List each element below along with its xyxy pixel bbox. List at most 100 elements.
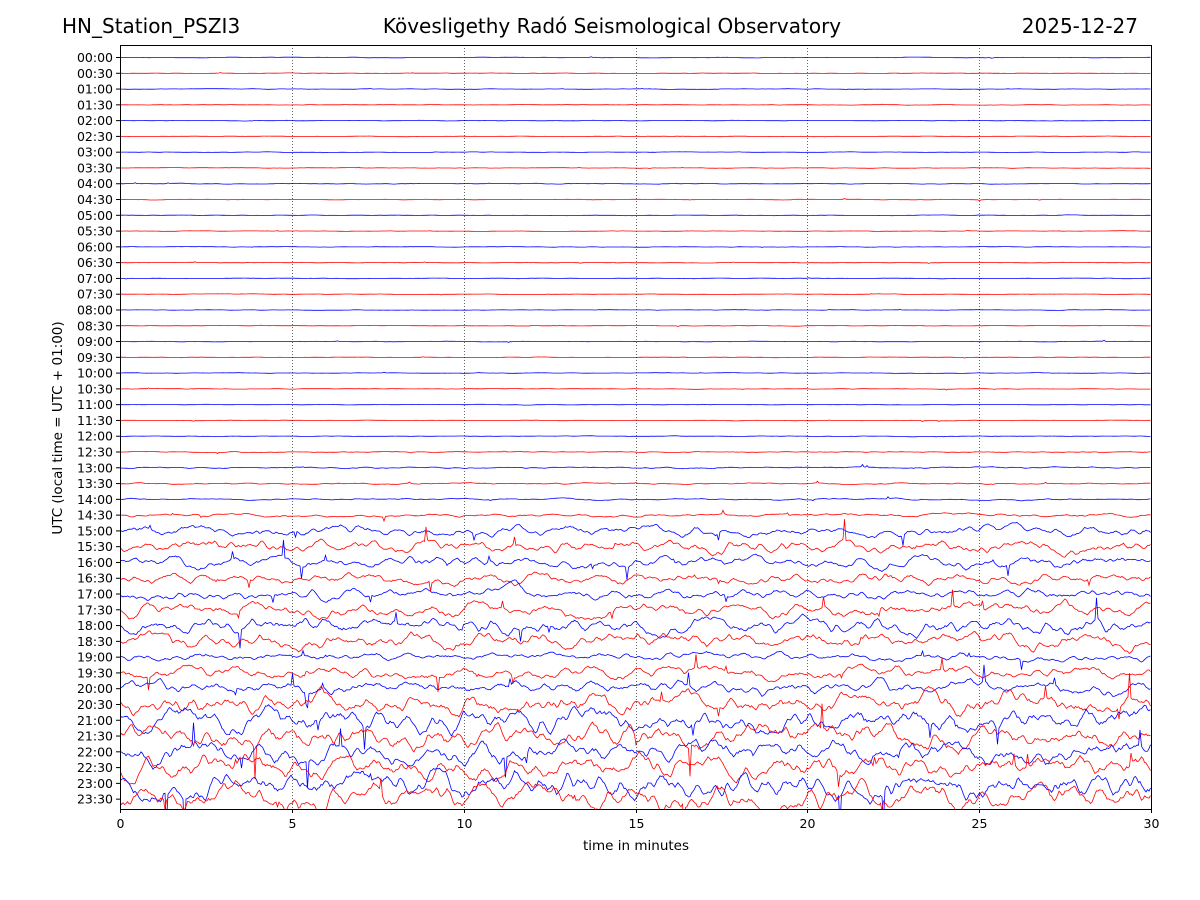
trace-1800: [120, 597, 1151, 649]
y-tick-label: 00:30: [77, 66, 113, 81]
trace-1400: [120, 496, 1151, 502]
trace-1030: [120, 387, 1151, 391]
y-tick-label: 22:30: [77, 760, 113, 775]
trace-0300: [120, 151, 1151, 154]
y-tick-label: 03:00: [77, 145, 113, 160]
y-tick-label: 23:00: [77, 776, 113, 791]
trace-0500: [120, 214, 1151, 217]
y-tick-label: 14:00: [77, 492, 113, 507]
trace-0600: [120, 245, 1151, 248]
y-tick-label: 22:00: [77, 744, 113, 759]
y-tick-label: 09:00: [77, 334, 113, 349]
y-tick-label: 20:30: [77, 697, 113, 712]
trace-0230: [120, 135, 1151, 138]
x-tick-label: 10: [457, 816, 473, 831]
trace-0730: [120, 293, 1151, 296]
y-tick-label: 16:00: [77, 555, 113, 570]
trace-1600: [120, 539, 1151, 580]
trace-2000: [120, 664, 1151, 709]
y-tick-label: 03:30: [77, 160, 113, 175]
y-tick-label: 15:00: [77, 523, 113, 538]
station-title: HN_Station_PSZI3: [62, 14, 241, 38]
y-tick-label: 18:30: [77, 634, 113, 649]
trace-1730: [120, 589, 1151, 621]
date-title: 2025-12-27: [1021, 14, 1138, 38]
y-tick-label: 19:00: [77, 650, 113, 665]
trace-1130: [120, 419, 1151, 422]
trace-1300: [120, 463, 1151, 470]
y-tick-label: 12:00: [77, 429, 113, 444]
trace-2230: [120, 750, 1151, 787]
y-axis-label: UTC (local time = UTC + 01:00): [50, 321, 66, 534]
trace-1200: [120, 435, 1151, 438]
y-tick-label: 21:30: [77, 729, 113, 744]
y-tick-label: 15:30: [77, 539, 113, 554]
y-tick-label: 13:00: [77, 460, 113, 475]
trace-0930: [120, 356, 1151, 359]
y-tick-label: 04:30: [77, 192, 113, 207]
trace-1000: [120, 371, 1151, 374]
trace-0630: [120, 261, 1151, 264]
y-tick-label: 17:00: [77, 587, 113, 602]
trace-0830: [120, 324, 1151, 327]
trace-2030: [120, 673, 1151, 720]
trace-0900: [120, 339, 1151, 343]
y-tick-label: 14:30: [77, 508, 113, 523]
x-tick-label: 30: [1144, 816, 1160, 831]
time-grid: [292, 45, 980, 809]
trace-2330: [120, 778, 1151, 809]
y-tick-label: 02:30: [77, 129, 113, 144]
y-tick-label: 08:30: [77, 318, 113, 333]
x-tick-label: 25: [972, 816, 988, 831]
trace-2300: [120, 767, 1151, 809]
x-tick-label: 20: [800, 816, 816, 831]
y-tick-label: 06:00: [77, 239, 113, 254]
trace-1630: [120, 571, 1151, 592]
y-tick-label: 21:00: [77, 713, 113, 728]
trace-0400: [120, 182, 1151, 185]
trace-1830: [120, 630, 1151, 655]
observatory-title: Kövesligethy Radó Seismological Observat…: [382, 14, 842, 38]
y-tick-label: 17:30: [77, 602, 113, 617]
plot-frame: [120, 45, 1152, 810]
y-tick-label: 23:30: [77, 792, 113, 807]
trace-0530: [120, 229, 1151, 233]
trace-0430: [120, 198, 1151, 202]
y-axis-ticks: 00:0000:3001:0001:3002:0002:3003:0003:30…: [77, 50, 120, 807]
trace-0100: [120, 87, 1151, 91]
x-tick-label: 5: [289, 816, 297, 831]
y-tick-label: 11:00: [77, 397, 113, 412]
y-tick-label: 04:00: [77, 176, 113, 191]
trace-1430: [120, 509, 1151, 523]
y-tick-label: 12:30: [77, 445, 113, 460]
y-tick-label: 09:30: [77, 350, 113, 365]
trace-1530: [120, 519, 1151, 558]
y-tick-label: 07:00: [77, 271, 113, 286]
y-tick-label: 18:00: [77, 618, 113, 633]
trace-1230: [120, 450, 1151, 454]
trace-1930: [120, 654, 1151, 692]
y-tick-label: 07:30: [77, 287, 113, 302]
trace-0200: [120, 119, 1151, 122]
x-tick-label: 15: [629, 816, 645, 831]
x-tick-label: 0: [117, 816, 125, 831]
trace-1330: [120, 480, 1151, 486]
trace-0030: [120, 72, 1151, 74]
trace-1700: [120, 579, 1151, 603]
y-tick-label: 13:30: [77, 476, 113, 491]
y-tick-label: 08:00: [77, 302, 113, 317]
y-tick-label: 01:30: [77, 97, 113, 112]
trace-0800: [120, 308, 1151, 311]
trace-1900: [120, 649, 1151, 670]
trace-1100: [120, 403, 1151, 406]
trace-0130: [120, 103, 1151, 106]
x-axis-ticks: 0 5 10 15 20 25 30: [117, 809, 1160, 831]
y-tick-label: 11:30: [77, 413, 113, 428]
y-tick-label: 10:00: [77, 366, 113, 381]
seismogram-traces: [120, 56, 1151, 809]
y-tick-label: 19:30: [77, 665, 113, 680]
trace-1500: [120, 521, 1151, 546]
trace-2100: [120, 704, 1151, 750]
trace-0000: [120, 56, 1151, 59]
